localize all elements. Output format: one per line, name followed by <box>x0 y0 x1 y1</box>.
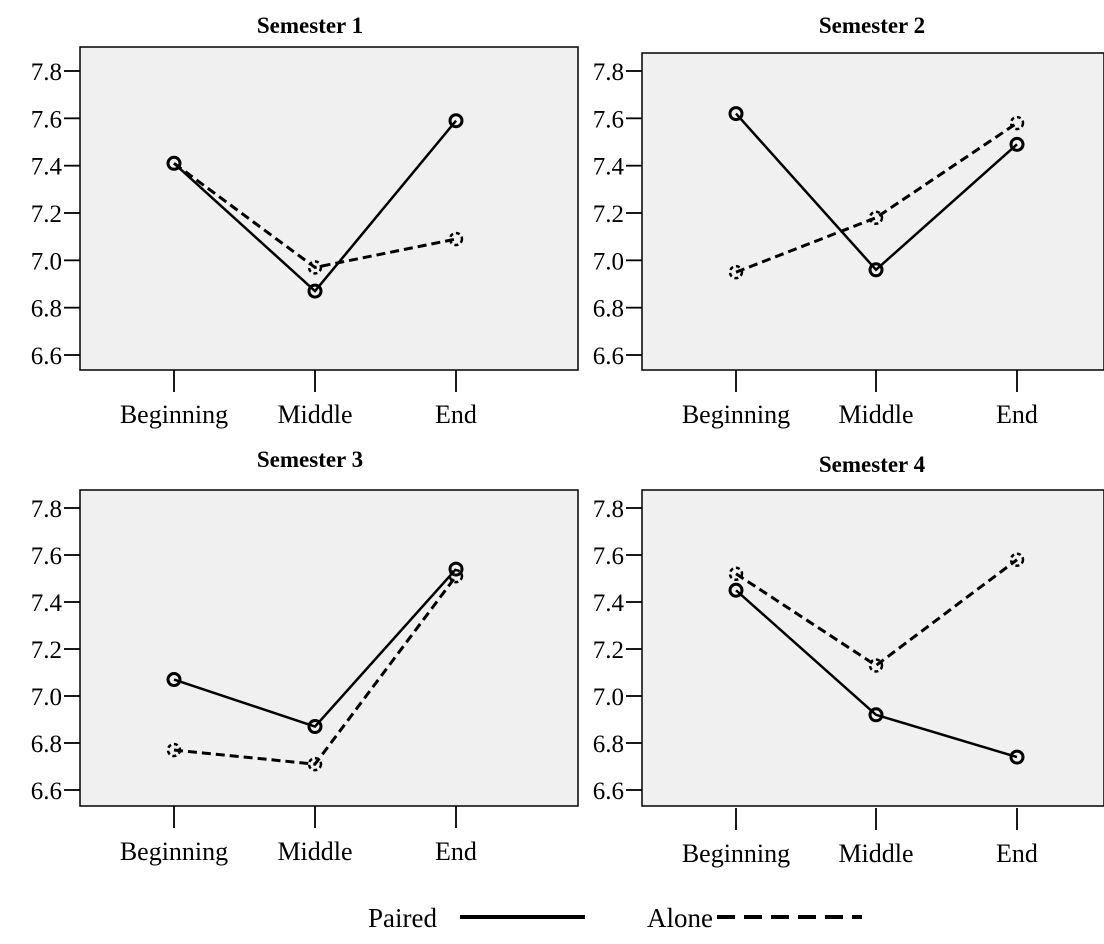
y-tick-label: 6.8 <box>593 296 624 323</box>
x-tick-label: Beginning <box>120 400 228 429</box>
y-tick-label: 7.2 <box>593 201 624 228</box>
y-tick-label: 7.0 <box>31 248 62 275</box>
x-tick-label: Middle <box>277 400 352 429</box>
data-point <box>1009 749 1025 765</box>
y-tick-label: 7.8 <box>31 59 62 86</box>
chart-panel-3: Semester 3 7.8 7.6 7.4 7.2 7.0 6.8 6.6 Beginning… <box>31 447 579 866</box>
series-line <box>173 575 458 766</box>
data-point <box>1009 136 1025 152</box>
series-alone <box>728 115 1025 280</box>
data-point <box>448 231 464 247</box>
y-tick-label: 6.6 <box>593 778 624 805</box>
x-tick-label: Middle <box>838 400 913 429</box>
data-point <box>166 672 182 688</box>
data-point <box>307 283 323 299</box>
data-point <box>1009 552 1025 567</box>
legend-label-paired: Paired <box>368 903 437 933</box>
x-tick-label: End <box>435 837 477 866</box>
chart-panel-4: Semester 4 7.8 7.6 7.4 7.2 7.0 6.8 6.6 Beginning… <box>593 452 1104 868</box>
y-tick-label: 6.8 <box>31 296 62 323</box>
x-tick-label: End <box>435 400 477 429</box>
data-point <box>728 106 744 122</box>
series-line <box>735 121 1018 274</box>
y-tick-label: 7.0 <box>31 684 62 711</box>
data-point <box>728 582 744 598</box>
y-tick-label: 7.4 <box>31 590 63 617</box>
x-tick-label: Beginning <box>682 400 790 429</box>
panel-title: Semester 2 <box>819 13 925 38</box>
data-point <box>448 561 464 577</box>
plot-area <box>79 489 579 807</box>
series-paired <box>166 113 464 299</box>
data-point <box>868 707 884 723</box>
x-tick-label: Beginning <box>120 837 228 866</box>
y-tick-label: 6.8 <box>593 731 624 758</box>
series-line <box>735 558 1018 668</box>
series-alone <box>728 552 1025 673</box>
y-tick-label: 7.6 <box>31 543 62 570</box>
y-tick-label: 7.2 <box>593 637 624 664</box>
y-tick-label: 6.6 <box>31 343 62 370</box>
panel-title: Semester 4 <box>819 452 926 477</box>
y-tick-label: 7.6 <box>31 106 62 133</box>
y-tick-label: 7.4 <box>31 154 63 181</box>
series-line <box>735 589 1018 759</box>
data-point <box>307 719 323 735</box>
y-tick-label: 6.8 <box>31 731 62 758</box>
data-point <box>868 262 884 278</box>
y-tick-label: 7.4 <box>593 590 625 617</box>
y-tick-label: 7.0 <box>593 684 624 711</box>
y-tick-label: 7.8 <box>31 496 62 523</box>
panel-title: Semester 3 <box>257 447 363 472</box>
x-tick-label: Middle <box>838 839 913 868</box>
data-point <box>728 264 744 280</box>
data-point <box>166 155 182 171</box>
y-tick-label: 6.6 <box>31 778 62 805</box>
y-tick-label: 7.6 <box>593 543 624 570</box>
data-point <box>868 658 884 673</box>
x-tick-label: End <box>996 839 1038 868</box>
data-point <box>868 210 884 225</box>
series-line <box>173 162 457 270</box>
y-tick-label: 7.8 <box>593 496 624 523</box>
x-tick-label: Middle <box>277 837 352 866</box>
series-paired <box>728 106 1025 278</box>
y-tick-label: 7.4 <box>593 154 625 181</box>
legend: Paired Alone <box>368 903 862 933</box>
y-tick-label: 7.2 <box>31 201 62 228</box>
data-point <box>307 756 323 772</box>
data-point <box>307 260 323 275</box>
series-alone <box>166 568 464 772</box>
series-line <box>735 112 1018 272</box>
data-point <box>166 742 182 758</box>
y-tick-label: 7.0 <box>593 248 624 275</box>
series-line <box>173 119 457 293</box>
data-point <box>1009 115 1025 131</box>
y-tick-label: 7.8 <box>593 59 624 86</box>
chart-panel-2: Semester 2 7.8 7.6 7.4 7.2 7.0 6.8 6.6 Beginning… <box>593 13 1104 429</box>
data-point <box>728 566 744 582</box>
series-paired <box>728 582 1025 765</box>
panel-title: Semester 1 <box>257 13 363 38</box>
chart-panel-1: Semester 1 7.8 7.6 7.4 7.2 7.0 6.8 6.6 Beginning… <box>31 13 579 429</box>
plot-area <box>641 489 1104 807</box>
data-point <box>448 568 464 584</box>
series-line <box>173 568 457 728</box>
x-tick-label: Beginning <box>682 839 790 868</box>
y-tick-label: 7.2 <box>31 637 62 664</box>
plot-area <box>79 46 579 371</box>
x-tick-label: End <box>996 400 1038 429</box>
legend-label-alone: Alone <box>647 903 713 933</box>
data-point <box>448 113 464 129</box>
y-tick-label: 6.6 <box>593 343 624 370</box>
series-paired <box>166 561 464 735</box>
y-tick-label: 7.6 <box>593 106 624 133</box>
